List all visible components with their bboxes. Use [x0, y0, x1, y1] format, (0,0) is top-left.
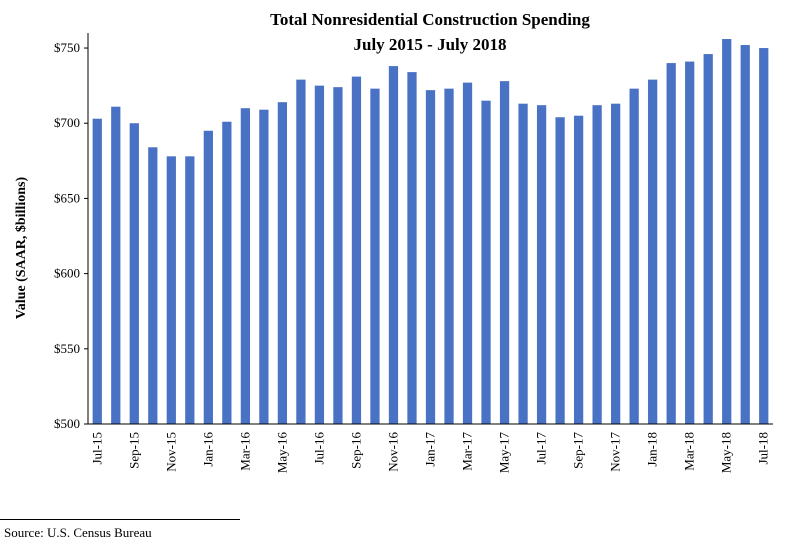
x-tick-label: Jul-15 [89, 432, 104, 465]
bar-dec-17 [629, 88, 639, 424]
bar-aug-15 [111, 106, 121, 424]
x-tick-label: May-18 [719, 432, 734, 473]
x-tick-label: Nov-17 [608, 432, 623, 472]
y-axis: $500 $550 $600 $650 $700 $750 [54, 40, 88, 431]
y-tick-label: $500 [54, 416, 80, 431]
bar-apr-18 [703, 54, 713, 425]
bar-jan-16 [203, 130, 213, 424]
bar-may-18 [722, 39, 732, 425]
x-tick-label: Nov-15 [163, 432, 178, 472]
bar-apr-16 [259, 109, 269, 424]
bar-jun-16 [296, 79, 306, 425]
y-tick-label: $600 [54, 266, 80, 281]
bar-feb-17 [444, 88, 454, 424]
bar-oct-16 [370, 88, 380, 424]
bar-jan-17 [425, 90, 436, 425]
x-tick-label: Nov-16 [385, 432, 400, 472]
bar-mar-17 [462, 82, 473, 424]
bar-sep-16 [351, 76, 362, 425]
bar-aug-16 [333, 87, 343, 424]
x-tick-label: May-17 [497, 432, 512, 474]
bar-jul-15 [92, 118, 102, 424]
bar-apr-17 [481, 100, 491, 425]
chart-subtitle: July 2015 - July 2018 [353, 35, 506, 54]
bar-sep-15 [129, 123, 139, 424]
bar-chart: Total Nonresidential Construction Spendi… [14, 10, 773, 474]
bar-may-17 [499, 81, 510, 425]
bar-jul-18 [759, 48, 769, 424]
bar-nov-17 [611, 103, 621, 425]
y-axis-label: Value (SAAR, $billions) [14, 177, 29, 320]
x-tick-label: Jul-17 [534, 432, 549, 465]
bar-dec-16 [407, 72, 417, 424]
x-tick-label: May-16 [274, 432, 289, 474]
bar-nov-16 [388, 66, 399, 424]
x-tick-label: Mar-18 [682, 432, 697, 471]
bar-oct-15 [148, 147, 158, 425]
x-axis: Jul-15 Sep-15 Nov-15 Jan-16 Mar-16 May-16 Jul-… [89, 432, 770, 474]
source-divider [0, 519, 240, 520]
bar-oct-17 [592, 105, 602, 425]
bar-aug-17 [555, 117, 565, 424]
x-tick-label: Sep-15 [126, 432, 141, 469]
bar-mar-16 [240, 108, 250, 424]
bars [92, 39, 769, 425]
bar-jun-18 [740, 45, 750, 424]
x-tick-label: Jan-16 [200, 432, 215, 467]
bar-jun-17 [518, 103, 528, 425]
x-tick-label: Jan-17 [423, 432, 438, 467]
bar-jul-17 [536, 105, 547, 425]
x-tick-label: Sep-16 [348, 432, 363, 469]
bar-feb-18 [666, 63, 676, 424]
bar-may-16 [277, 102, 288, 425]
y-tick-label: $750 [54, 40, 80, 55]
y-tick-label: $550 [54, 341, 80, 356]
x-tick-label: Mar-17 [460, 432, 475, 471]
x-tick-label: Jul-18 [756, 432, 771, 465]
bar-nov-15 [166, 156, 176, 424]
source-note: Source: U.S. Census Bureau [4, 525, 152, 540]
bar-sep-17 [573, 115, 584, 425]
x-tick-label: Sep-17 [571, 432, 586, 469]
x-tick-label: Jul-16 [311, 432, 326, 465]
bar-jan-18 [648, 79, 658, 425]
x-tick-label: Jan-18 [645, 432, 660, 467]
bar-dec-15 [185, 156, 195, 424]
bar-feb-16 [222, 121, 232, 424]
chart-title: Total Nonresidential Construction Spendi… [270, 10, 590, 29]
y-tick-label: $650 [54, 190, 80, 205]
x-tick-label: Mar-16 [237, 432, 252, 471]
y-tick-label: $700 [54, 115, 80, 130]
bar-jul-16 [314, 85, 325, 424]
bar-mar-18 [685, 61, 695, 424]
